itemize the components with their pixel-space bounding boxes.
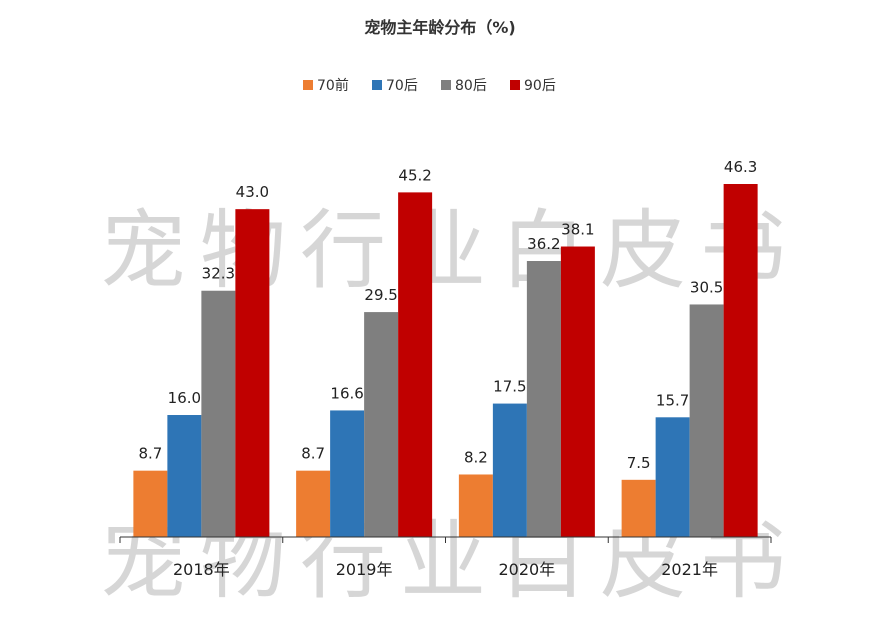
data-label: 43.0 <box>236 183 269 201</box>
x-tick-label: 2018年 <box>173 560 230 579</box>
legend-label: 70后 <box>386 78 418 94</box>
bar <box>167 415 202 537</box>
data-label: 8.2 <box>464 448 488 466</box>
watermark-char: 行 <box>300 201 386 301</box>
legend-label: 80后 <box>455 78 487 94</box>
bar <box>201 290 236 537</box>
bar <box>330 410 365 537</box>
legend-label: 90后 <box>524 78 556 94</box>
x-tick-label: 2019年 <box>336 560 393 579</box>
x-tick-label: 2020年 <box>499 560 556 579</box>
watermark-char: 皮 <box>600 201 686 301</box>
legend-swatch <box>510 80 520 90</box>
bar <box>235 209 270 537</box>
bars <box>133 184 758 538</box>
bar <box>458 474 493 537</box>
data-label: 16.0 <box>168 389 201 407</box>
bar <box>492 403 527 537</box>
data-label: 8.7 <box>301 445 325 463</box>
bar <box>398 192 433 538</box>
data-label: 38.1 <box>561 221 594 239</box>
bar <box>560 246 595 537</box>
bar <box>689 304 724 537</box>
data-label: 46.3 <box>724 158 757 176</box>
chart-title: 宠物主年龄分布（%) <box>364 18 515 37</box>
data-labels: 8.7 16.0 32.3 43.0 8.7 16.6 29.5 45.2 8.2 17.5 36.… <box>138 158 757 472</box>
x-axis-ticks: 2018年 2019年 2020年 2021年 <box>119 537 772 579</box>
legend-swatch <box>441 80 451 90</box>
data-label: 15.7 <box>656 391 689 409</box>
watermark-char: 宠 <box>100 201 186 301</box>
data-label: 7.5 <box>627 454 651 472</box>
legend: 70前 70后 80后 90后 <box>303 77 556 94</box>
legend-swatch <box>303 80 313 90</box>
bar <box>655 417 690 537</box>
legend-label: 70前 <box>317 77 349 94</box>
data-label: 29.5 <box>364 286 397 304</box>
bar <box>526 261 561 537</box>
x-tick-label: 2021年 <box>661 560 718 579</box>
data-label: 45.2 <box>398 166 431 184</box>
data-label: 30.5 <box>690 278 723 296</box>
bar <box>133 470 168 537</box>
data-label: 36.2 <box>527 235 560 253</box>
bar <box>364 312 399 537</box>
data-label: 16.6 <box>330 384 363 402</box>
data-label: 17.5 <box>493 378 526 396</box>
data-label: 32.3 <box>202 265 235 283</box>
bar <box>723 184 758 537</box>
data-label: 8.7 <box>138 445 162 463</box>
legend-swatch <box>372 80 382 90</box>
bar <box>296 470 331 537</box>
bar <box>621 479 656 537</box>
